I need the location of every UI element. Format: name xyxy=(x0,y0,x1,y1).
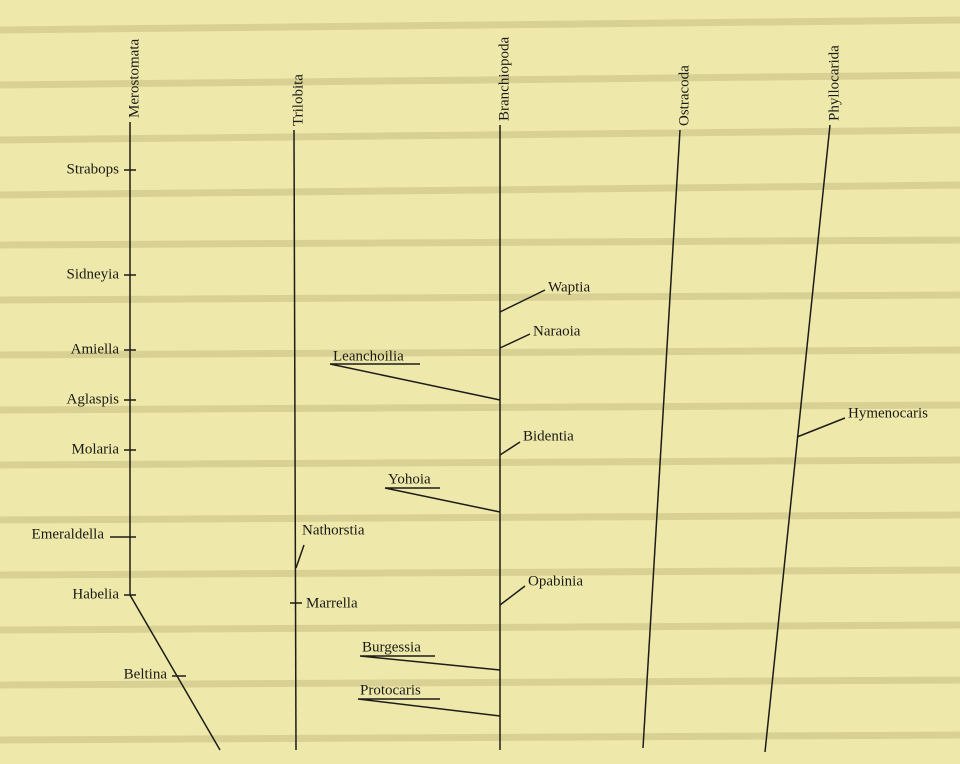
taxon-label: Molaria xyxy=(72,441,120,457)
branch xyxy=(499,441,521,456)
lineage-label: Phyllocarida xyxy=(826,45,842,121)
branches xyxy=(110,169,846,717)
taxon-label: Beltina xyxy=(124,666,168,682)
taxon-label: Opabinia xyxy=(528,573,583,589)
lineage-label: Ostracoda xyxy=(676,65,692,126)
taxon-label: Yohoia xyxy=(388,471,431,487)
taxon-label: Habelia xyxy=(72,586,119,602)
branch xyxy=(329,363,501,401)
lineage-label: Branchiopoda xyxy=(496,37,512,121)
bleed-through xyxy=(0,16,960,744)
branch xyxy=(384,487,501,513)
taxon-label: Hymenocaris xyxy=(848,405,928,421)
taxon-label: Aglaspis xyxy=(67,391,120,407)
taxon-label: Nathorstia xyxy=(302,522,365,538)
taxon-label: Emeraldella xyxy=(32,526,105,542)
lineage-labels: Merostomata Trilobita Branchiopoda Ostra… xyxy=(126,37,842,126)
branch xyxy=(499,289,546,313)
taxon-label: Amiella xyxy=(71,341,120,357)
taxon-label: Strabops xyxy=(67,161,120,177)
branch xyxy=(796,417,846,438)
lineage-label: Trilobita xyxy=(290,74,306,126)
branch xyxy=(295,544,305,569)
taxon-label: Naraoia xyxy=(533,323,581,339)
taxon-label: Sidneyia xyxy=(67,266,120,282)
taxon-label: Leanchoilia xyxy=(333,348,404,364)
taxon-label: Protocaris xyxy=(360,682,421,698)
branch xyxy=(499,333,531,349)
ostracoda-line xyxy=(642,129,681,749)
trilobita-line xyxy=(293,129,297,751)
taxon-label: Bidentia xyxy=(523,428,574,444)
lineage-label: Merostomata xyxy=(126,39,142,118)
taxon-labels: Strabops Sidneyia Amiella Aglaspis Molar… xyxy=(32,161,929,698)
taxon-label: Burgessia xyxy=(362,639,421,655)
taxon-label: Marrella xyxy=(306,595,358,611)
branch xyxy=(499,585,526,606)
branch xyxy=(357,698,501,717)
taxon-label: Waptia xyxy=(548,279,590,295)
branch xyxy=(359,655,501,671)
phyllocarida-line xyxy=(764,124,831,753)
